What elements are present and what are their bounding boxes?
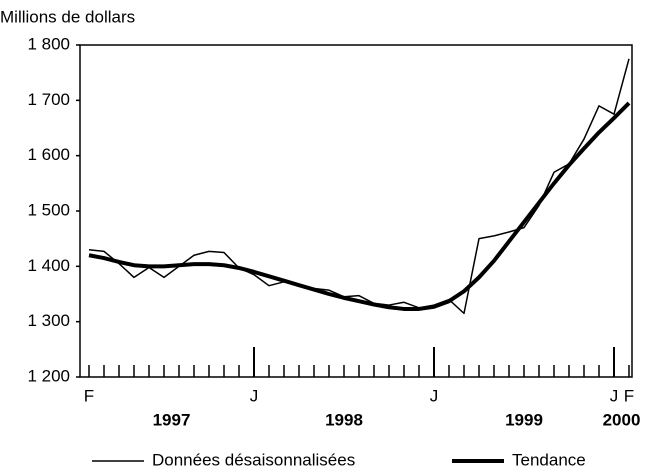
- year-label: 1998: [325, 410, 363, 429]
- y-tick-label: 1 400: [27, 256, 70, 275]
- year-label: 1997: [153, 410, 191, 429]
- x-tick-label: F: [84, 386, 94, 405]
- legend-label: Tendance: [512, 450, 586, 469]
- x-tick-label: J: [250, 386, 259, 405]
- y-tick-label: 1 500: [27, 200, 70, 219]
- x-tick-label: F: [624, 386, 634, 405]
- year-label: 1999: [505, 410, 543, 429]
- y-tick-label: 1 600: [27, 145, 70, 164]
- y-axis-label: Millions de dollars: [0, 7, 135, 26]
- legend-label: Données désaisonnalisées: [152, 450, 355, 469]
- series-line: [88, 101, 631, 311]
- plot-frame: [79, 44, 633, 378]
- series-line: [88, 58, 630, 315]
- x-tick-label: J: [430, 386, 439, 405]
- x-tick-label: J: [610, 386, 619, 405]
- y-tick-label: 1 300: [27, 311, 70, 330]
- y-tick-label: 1 700: [27, 90, 70, 109]
- year-label: 2000: [603, 410, 641, 429]
- y-tick-label: 1 800: [27, 34, 70, 53]
- y-tick-label: 1 200: [27, 366, 70, 385]
